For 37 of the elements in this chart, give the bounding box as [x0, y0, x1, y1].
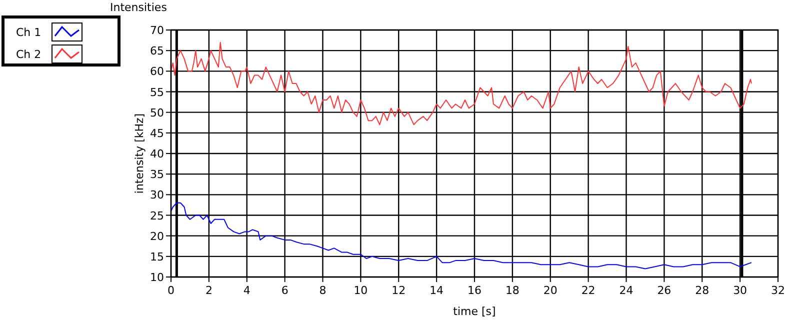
- line-series: [170, 42, 752, 126]
- x-tick-label: 24: [619, 284, 634, 297]
- x-tick-label: 12: [392, 284, 406, 297]
- x-tick-label: 26: [657, 284, 672, 297]
- x-tick-label: 22: [581, 284, 596, 297]
- x-axis-title: time [s]: [453, 305, 496, 318]
- y-tick-label: 45: [150, 126, 164, 140]
- y-tick-label: 40: [150, 148, 164, 160]
- x-tick-label: 6: [281, 284, 288, 297]
- y-axis-title: intensity [kHz]: [133, 113, 146, 194]
- legend-label: Ch 1: [16, 26, 42, 39]
- y-tick-label: 65: [150, 44, 164, 58]
- x-tick-label: 10: [354, 284, 368, 297]
- y-tick-label: 25: [150, 209, 164, 222]
- y-tick-label: 70: [150, 24, 164, 37]
- x-tick-label: 18: [505, 284, 520, 297]
- x-tick-label: 16: [468, 284, 482, 297]
- x-tick-label: 32: [771, 284, 785, 297]
- line-series: [170, 202, 752, 270]
- y-tick-label: 15: [150, 250, 164, 264]
- y-tick-label: 20: [150, 230, 164, 243]
- x-tick-label: 0: [168, 284, 174, 297]
- y-tick-label: 10: [150, 271, 164, 284]
- x-tick-label: 14: [430, 284, 444, 297]
- x-tick-label: 28: [695, 284, 710, 297]
- x-tick-label: 30: [733, 284, 748, 297]
- chart-title: Intensities: [110, 1, 168, 14]
- y-tick-label: 55: [150, 86, 164, 99]
- x-tick-label: 8: [319, 284, 326, 297]
- y-tick-label: 50: [150, 106, 164, 120]
- legend-label: Ch 2: [16, 48, 42, 61]
- y-tick-label: 60: [150, 65, 164, 78]
- y-tick-label: 35: [150, 168, 164, 182]
- x-tick-label: 2: [205, 284, 212, 297]
- x-tick-label: 4: [243, 284, 250, 297]
- y-tick-label: 30: [150, 188, 164, 202]
- x-tick-label: 20: [543, 284, 558, 297]
